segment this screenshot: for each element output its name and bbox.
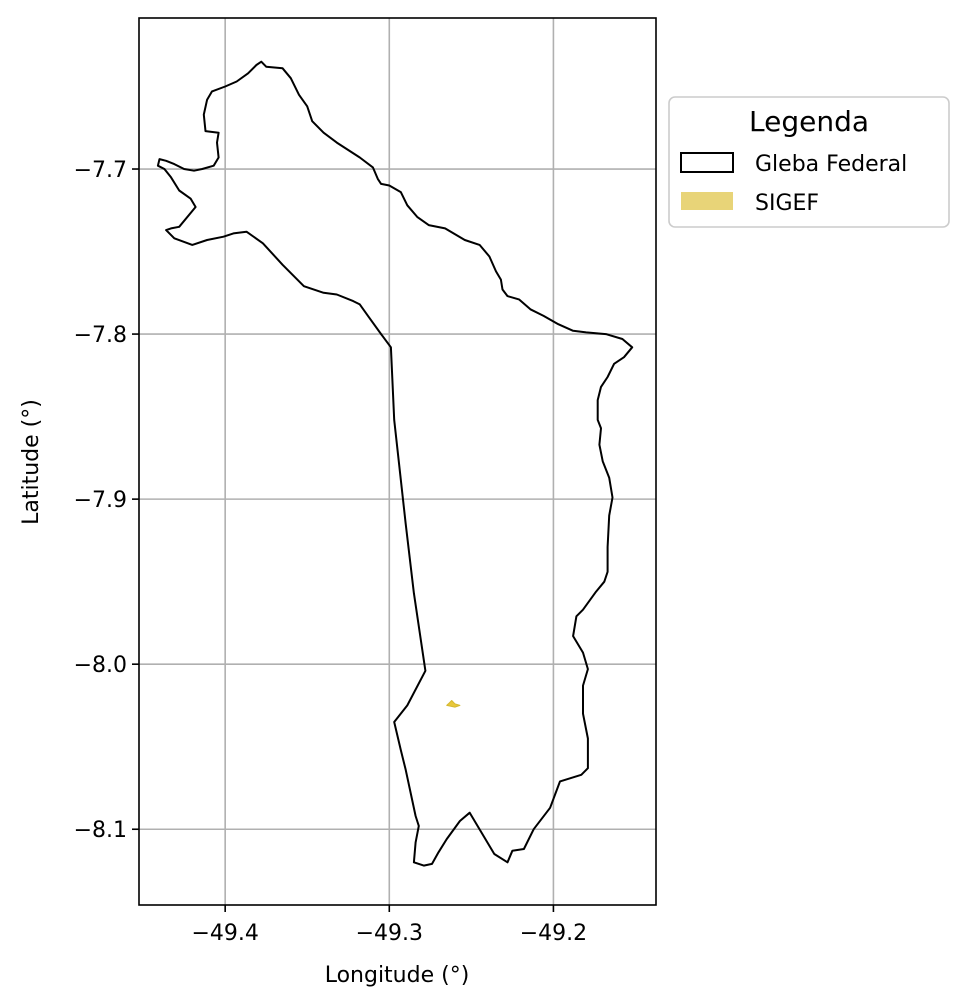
y-tick-label: −7.7 — [74, 158, 127, 183]
y-tick-label: −7.9 — [74, 488, 127, 513]
axis-ticks: −49.4 −49.3 −49.2 −7.7 −7.8 −7.9 −8.0 −8.1 — [74, 158, 588, 946]
x-tick-label: −49.2 — [520, 921, 587, 946]
legend-label-sigef: SIGEF — [755, 191, 819, 216]
legend-box — [668, 96, 950, 228]
y-axis-label: Latitude (°) — [19, 399, 44, 525]
x-tick-label: −49.4 — [191, 921, 258, 946]
y-tick-label: −7.8 — [74, 323, 127, 348]
x-tick-label: −49.3 — [356, 921, 423, 946]
map-layers — [156, 60, 634, 867]
legend-title: Legenda — [749, 105, 869, 138]
grid — [139, 18, 656, 905]
legend-label-gleba-federal: Gleba Federal — [755, 152, 907, 177]
y-tick-label: −8.0 — [74, 653, 127, 678]
sigef-polygon — [446, 700, 461, 708]
legend-swatch-gleba-federal — [680, 152, 734, 173]
x-axis-label: Longitude (°) — [325, 963, 470, 988]
plot-frame — [138, 17, 657, 906]
legend: Legenda Gleba Federal SIGEF — [668, 96, 950, 228]
y-tick-label: −8.1 — [74, 818, 127, 843]
legend-swatch-sigef — [681, 192, 733, 210]
gleba-federal-polygon — [156, 60, 634, 867]
